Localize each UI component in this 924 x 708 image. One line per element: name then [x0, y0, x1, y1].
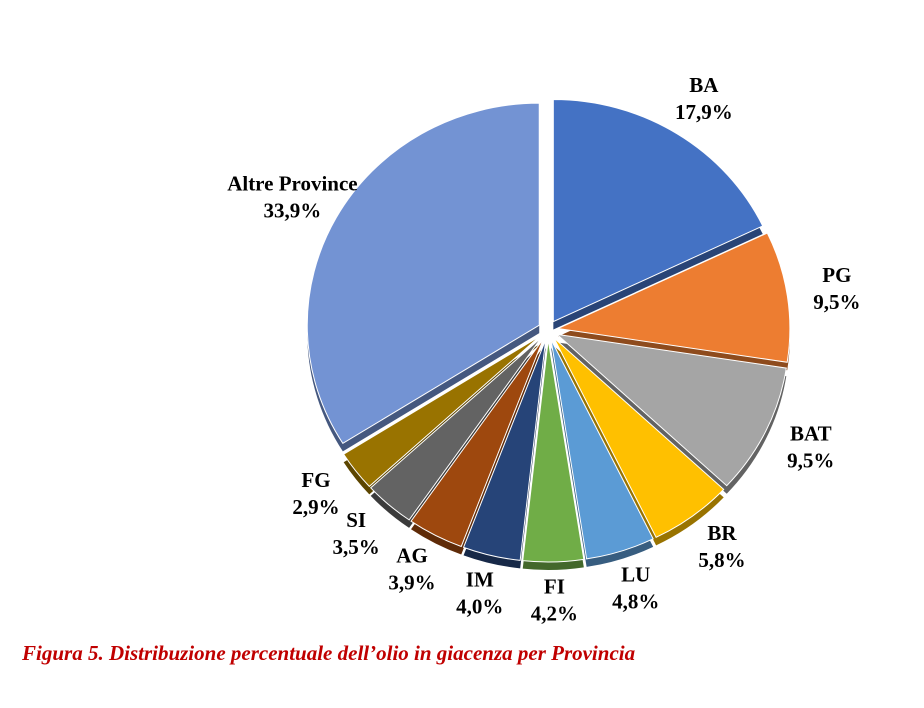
slice: [306, 102, 540, 445]
pie-tops: [306, 99, 791, 563]
slice: [556, 232, 791, 363]
value-label: 5,8%: [698, 548, 745, 572]
slice-label: FG: [301, 468, 330, 492]
slice-label: BAT: [790, 421, 832, 445]
value-label: 4,0%: [456, 594, 503, 618]
slice-label: PG: [822, 263, 851, 287]
value-label: 3,5%: [332, 535, 379, 559]
value-label: 3,9%: [388, 571, 435, 595]
slice-label: BA: [689, 73, 719, 97]
value-label: 17,9%: [675, 100, 733, 124]
slice-label: BR: [707, 521, 737, 545]
slice-label: IM: [466, 567, 494, 591]
value-label: 33,9%: [264, 198, 322, 222]
slice: [553, 337, 725, 539]
slice: [522, 339, 585, 563]
slice: [410, 338, 544, 548]
chart-caption: Figura 5. Distribuzione percentuale dell…: [21, 641, 635, 665]
slice: [550, 339, 654, 560]
value-label: 9,5%: [787, 448, 834, 472]
value-label: 4,2%: [531, 602, 578, 626]
value-label: 9,5%: [813, 290, 860, 314]
slice: [552, 99, 764, 323]
slice-label: SI: [346, 508, 366, 532]
value-label: 4,8%: [612, 589, 659, 613]
slice-label: AG: [396, 544, 428, 568]
value-label: 2,9%: [292, 495, 339, 519]
slice: [555, 333, 787, 487]
slice-label: LU: [621, 562, 650, 586]
slice-label: Altre Province: [227, 171, 357, 195]
slice-label: FI: [544, 575, 565, 599]
slice: [342, 335, 541, 488]
slice: [369, 337, 542, 521]
slice: [462, 339, 547, 561]
